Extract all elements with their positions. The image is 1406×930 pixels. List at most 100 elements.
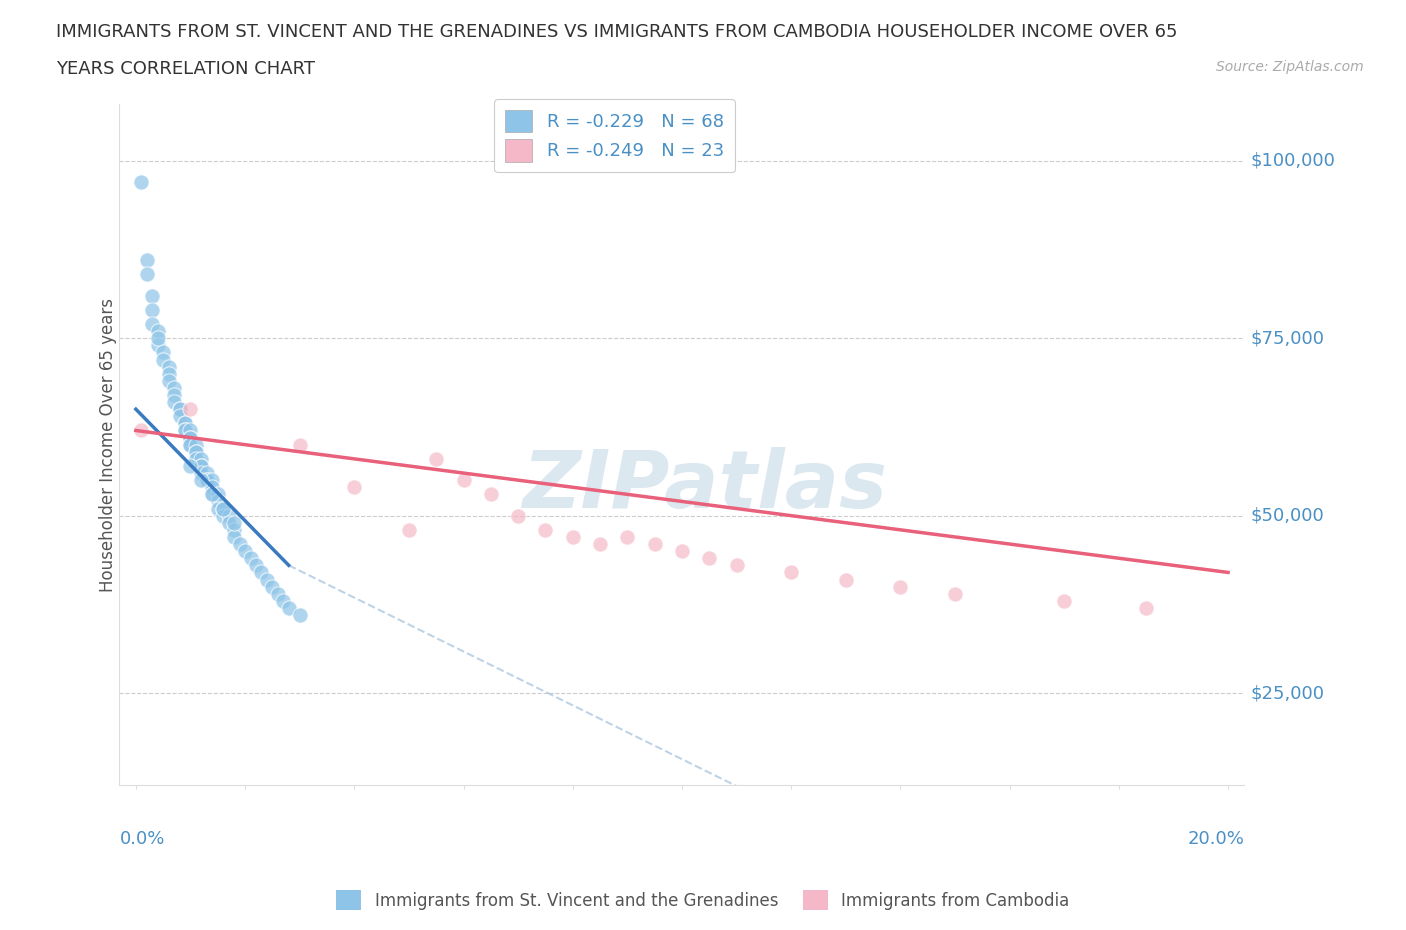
Point: [146, 331, 169, 346]
Point: [218, 515, 240, 530]
Point: [157, 359, 180, 374]
Point: [184, 445, 207, 459]
Point: [561, 529, 583, 544]
Point: [343, 480, 366, 495]
Point: [184, 451, 207, 466]
Point: [479, 487, 502, 502]
Point: [1135, 601, 1157, 616]
Point: [218, 508, 240, 523]
Text: YEARS CORRELATION CHART: YEARS CORRELATION CHART: [56, 60, 315, 78]
Point: [889, 579, 911, 594]
Point: [207, 487, 229, 502]
Point: [190, 472, 212, 487]
Point: [256, 572, 278, 587]
Point: [534, 523, 557, 538]
Point: [179, 458, 201, 473]
Point: [169, 409, 191, 424]
Point: [398, 523, 420, 538]
Point: [157, 373, 180, 388]
Text: $25,000: $25,000: [1250, 684, 1324, 702]
Point: [195, 472, 218, 487]
Point: [616, 529, 638, 544]
Point: [267, 586, 290, 601]
Point: [195, 466, 218, 481]
Point: [245, 558, 267, 573]
Point: [228, 537, 250, 551]
Point: [190, 458, 212, 473]
Point: [169, 402, 191, 417]
Point: [179, 437, 201, 452]
Y-axis label: Householder Income Over 65 years: Householder Income Over 65 years: [100, 298, 117, 591]
Point: [169, 402, 191, 417]
Text: 20.0%: 20.0%: [1188, 830, 1244, 847]
Point: [195, 472, 218, 487]
Point: [152, 352, 174, 367]
Point: [179, 423, 201, 438]
Text: Source: ZipAtlas.com: Source: ZipAtlas.com: [1216, 60, 1364, 74]
Point: [212, 501, 235, 516]
Point: [288, 607, 311, 622]
Point: [644, 537, 666, 551]
Point: [152, 345, 174, 360]
Point: [589, 537, 612, 551]
Legend: Immigrants from St. Vincent and the Grenadines, Immigrants from Cambodia: Immigrants from St. Vincent and the Gren…: [329, 884, 1077, 917]
Point: [141, 316, 163, 331]
Point: [157, 366, 180, 381]
Point: [146, 338, 169, 352]
Point: [184, 445, 207, 459]
Point: [163, 380, 186, 395]
Point: [135, 267, 157, 282]
Point: [725, 558, 748, 573]
Point: [250, 565, 273, 580]
Point: [179, 431, 201, 445]
Point: [508, 508, 530, 523]
Point: [288, 437, 311, 452]
Point: [174, 423, 197, 438]
Point: [141, 288, 163, 303]
Point: [780, 565, 803, 580]
Point: [277, 601, 299, 616]
Legend: R = -0.229   N = 68, R = -0.249   N = 23: R = -0.229 N = 68, R = -0.249 N = 23: [495, 100, 735, 172]
Point: [201, 472, 224, 487]
Text: IMMIGRANTS FROM ST. VINCENT AND THE GRENADINES VS IMMIGRANTS FROM CAMBODIA HOUSE: IMMIGRANTS FROM ST. VINCENT AND THE GREN…: [56, 23, 1178, 41]
Point: [1053, 593, 1076, 608]
Text: $75,000: $75,000: [1250, 329, 1324, 347]
Point: [179, 431, 201, 445]
Point: [201, 487, 224, 502]
Point: [146, 324, 169, 339]
Point: [135, 253, 157, 268]
Point: [207, 501, 229, 516]
Point: [131, 423, 153, 438]
Point: [174, 416, 197, 431]
Point: [163, 388, 186, 403]
Point: [163, 394, 186, 409]
Point: [207, 494, 229, 509]
Point: [190, 451, 212, 466]
Point: [212, 508, 235, 523]
Text: $50,000: $50,000: [1250, 507, 1324, 525]
Point: [224, 515, 246, 530]
Point: [179, 402, 201, 417]
Point: [943, 586, 966, 601]
Point: [184, 437, 207, 452]
Point: [131, 175, 153, 190]
Point: [201, 487, 224, 502]
Point: [233, 544, 256, 559]
Point: [224, 523, 246, 538]
Point: [190, 466, 212, 481]
Point: [141, 302, 163, 317]
Text: ZIPatlas: ZIPatlas: [522, 446, 887, 525]
Point: [174, 416, 197, 431]
Point: [212, 501, 235, 516]
Point: [190, 458, 212, 473]
Point: [271, 593, 294, 608]
Text: 0.0%: 0.0%: [120, 830, 165, 847]
Point: [179, 437, 201, 452]
Text: $100,000: $100,000: [1250, 152, 1334, 170]
Point: [174, 423, 197, 438]
Point: [201, 480, 224, 495]
Point: [239, 551, 262, 565]
Point: [697, 551, 720, 565]
Point: [671, 544, 693, 559]
Point: [453, 472, 475, 487]
